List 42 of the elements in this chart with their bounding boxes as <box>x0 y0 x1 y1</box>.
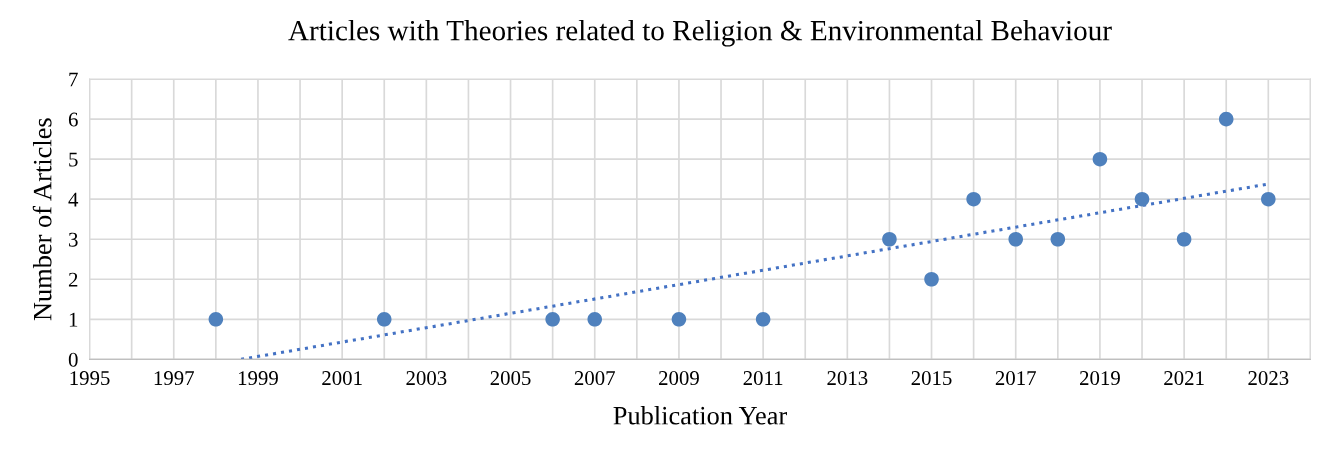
x-tick-label: 2015 <box>911 371 952 386</box>
point <box>755 312 771 327</box>
x-tick-label: 2001 <box>322 371 362 386</box>
y-tick-label: 0 <box>68 352 78 367</box>
x-tick-label: 1999 <box>238 371 278 386</box>
point <box>924 271 939 287</box>
point <box>882 231 897 247</box>
y-tick-label: 4 <box>68 192 79 207</box>
point <box>376 312 392 327</box>
x-tick-label: 1997 <box>154 371 194 386</box>
y-tick-label: 7 <box>69 72 78 87</box>
x-tick-label: 2003 <box>406 371 447 386</box>
point <box>1218 111 1234 127</box>
x-tick-label: 2009 <box>659 371 699 386</box>
point <box>1008 231 1024 247</box>
point <box>1134 191 1150 207</box>
x-tick-label: 2005 <box>490 371 531 386</box>
y-axis-title: Number of Articles <box>32 118 52 321</box>
point <box>671 312 687 327</box>
chart-title: Articles with Theories related to Religion & Environmental Behaviour <box>288 19 1112 47</box>
y-tick-label: 6 <box>68 112 78 127</box>
point <box>966 191 981 207</box>
x-tick-label: 2007 <box>574 371 615 386</box>
x-tick-label: 2013 <box>827 371 868 386</box>
x-axis-title: Publication Year <box>613 406 787 425</box>
point <box>1050 231 1066 247</box>
point <box>208 312 224 327</box>
x-tick-label: 2011 <box>743 371 783 386</box>
y-tick-label: 5 <box>69 152 78 167</box>
point <box>1092 151 1108 167</box>
y-tick-label: 3 <box>69 232 78 247</box>
point <box>1176 231 1192 247</box>
point <box>1261 191 1276 207</box>
x-tick-label: 2019 <box>1080 371 1120 386</box>
x-tick-label: 1995 <box>70 371 110 386</box>
point <box>545 312 560 327</box>
x-tick-label: 2021 <box>1164 371 1204 386</box>
y-tick-label: 1 <box>69 312 78 327</box>
y-tick-label: 2 <box>68 272 78 287</box>
x-tick-label: 2023 <box>1248 371 1289 386</box>
x-tick-label: 2017 <box>995 371 1036 386</box>
point <box>587 312 603 327</box>
